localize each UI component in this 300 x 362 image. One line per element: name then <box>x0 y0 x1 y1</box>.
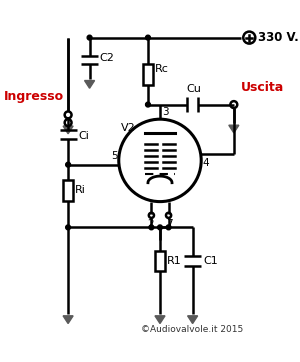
Circle shape <box>158 225 162 230</box>
Circle shape <box>146 35 150 40</box>
Circle shape <box>66 162 70 167</box>
Text: 5: 5 <box>111 151 118 161</box>
Polygon shape <box>85 80 94 88</box>
Bar <box>143 64 153 85</box>
Text: R1: R1 <box>167 256 182 266</box>
Polygon shape <box>155 316 165 324</box>
Text: 2: 2 <box>147 219 154 229</box>
Polygon shape <box>63 126 73 134</box>
Text: 330 V.: 330 V. <box>258 31 298 44</box>
Circle shape <box>149 225 154 230</box>
Circle shape <box>146 102 150 107</box>
Polygon shape <box>188 316 198 324</box>
Circle shape <box>166 225 171 230</box>
Polygon shape <box>229 125 239 133</box>
Circle shape <box>87 35 92 40</box>
Text: V2: V2 <box>121 123 135 132</box>
Text: ©Audiovalvole.it 2015: ©Audiovalvole.it 2015 <box>142 325 244 334</box>
Text: 4: 4 <box>202 158 209 168</box>
Text: C1: C1 <box>203 256 218 266</box>
Text: C2: C2 <box>100 53 115 63</box>
Text: Cu: Cu <box>186 84 201 94</box>
Text: Ri: Ri <box>75 185 86 195</box>
Text: Uscita: Uscita <box>241 81 284 94</box>
Text: 7: 7 <box>166 219 173 229</box>
Text: Ci: Ci <box>78 131 89 141</box>
Text: 3: 3 <box>163 108 169 117</box>
Circle shape <box>66 225 70 230</box>
Polygon shape <box>63 316 73 324</box>
Text: Ingresso: Ingresso <box>4 90 64 103</box>
Text: Rc: Rc <box>155 64 169 74</box>
Bar <box>155 251 165 271</box>
Bar <box>63 180 73 201</box>
